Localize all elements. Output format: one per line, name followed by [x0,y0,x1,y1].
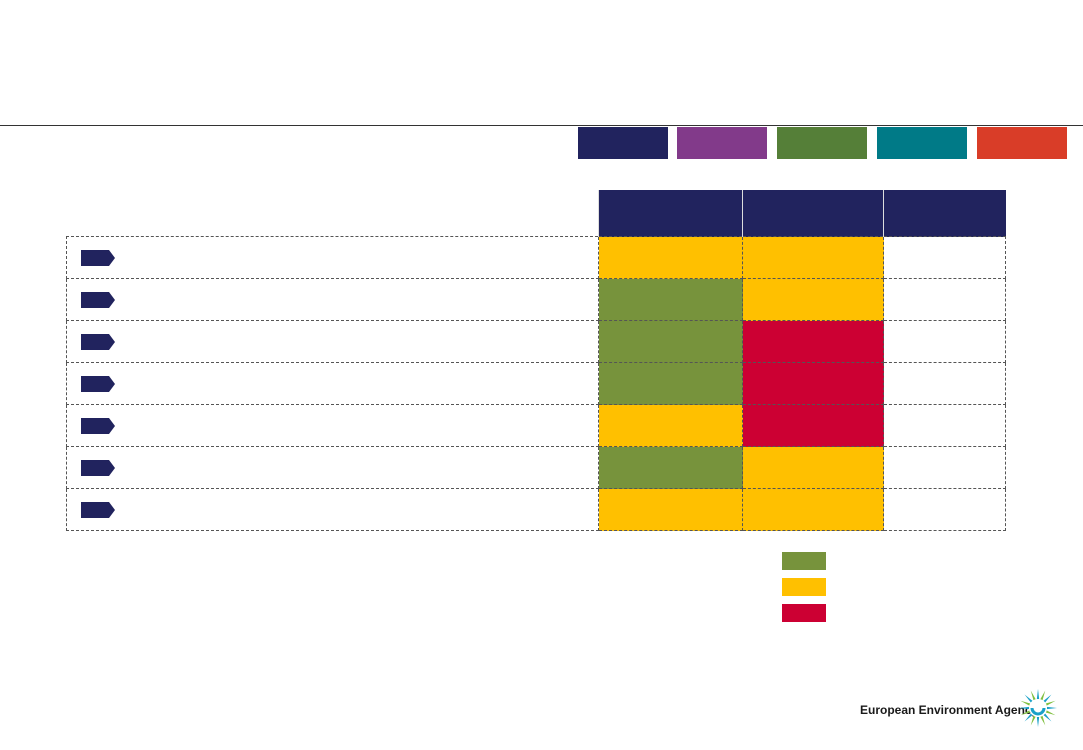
column-header [883,190,1006,237]
status-cell [883,362,1006,405]
status-cell [598,320,743,363]
arrow-tag-icon [81,334,115,350]
status-cell [598,236,743,279]
logo-ray [1045,710,1056,716]
row-label-cell [66,488,599,531]
legend-swatch [782,552,826,570]
logo-ray [1036,716,1040,727]
eea-sunburst-logo-icon[interactable] [1018,688,1058,728]
legend-swatch [782,578,826,596]
status-cell [598,362,743,405]
arrow-tag-icon [81,502,115,518]
status-cell [598,446,743,489]
top-rule [0,125,1083,126]
logo-ray [1040,715,1046,726]
arrow-tag-icon [81,418,115,434]
status-cell [742,446,884,489]
row-label-cell [66,236,599,279]
status-cell [742,320,884,363]
row-label-cell [66,446,599,489]
logo-ray [1024,713,1033,722]
status-cell [742,278,884,321]
status-cell [742,488,884,531]
status-cell [883,320,1006,363]
status-cell [883,488,1006,531]
table-row [66,278,1006,321]
theme-tab[interactable] [877,127,967,159]
logo-ray [1030,715,1036,726]
status-cell [598,488,743,531]
arrow-tag-icon [81,376,115,392]
logo-ray [1036,689,1040,700]
column-header [598,190,743,237]
row-label-cell [66,278,599,321]
status-cell [883,278,1006,321]
logo-ray [1043,713,1052,722]
logo-ray [1040,690,1046,701]
logo-ray [1020,700,1031,706]
status-cell [598,404,743,447]
header-spacer [67,190,599,237]
logo-ray [1046,706,1057,710]
status-cell [742,236,884,279]
theme-tab[interactable] [578,127,668,159]
table-row [66,320,1006,363]
arrow-tag-icon [81,460,115,476]
status-cell [742,404,884,447]
status-cell [883,236,1006,279]
logo-ray [1030,690,1036,701]
status-cell [742,362,884,405]
theme-tab[interactable] [777,127,867,159]
row-label-cell [66,362,599,405]
row-label-cell [66,320,599,363]
legend-swatch [782,604,826,622]
logo-ray [1043,694,1052,703]
theme-tab[interactable] [677,127,767,159]
agency-name: European Environment Agency [860,703,1039,717]
table-row [66,404,1006,447]
assessment-table [66,190,1006,531]
row-label-cell [66,404,599,447]
column-header [742,190,884,237]
arrow-tag-icon [81,292,115,308]
table-row [66,362,1006,405]
logo-ray [1020,710,1031,716]
status-cell [883,404,1006,447]
status-cell [883,446,1006,489]
logo-ray [1019,706,1030,710]
arrow-tag-icon [81,250,115,266]
table-row [66,446,1006,489]
table-header-row [67,190,1006,237]
table-row [66,236,1006,279]
theme-tab[interactable] [977,127,1067,159]
status-cell [598,278,743,321]
logo-ray [1024,694,1033,703]
table-row [66,488,1006,531]
logo-ray [1045,700,1056,706]
